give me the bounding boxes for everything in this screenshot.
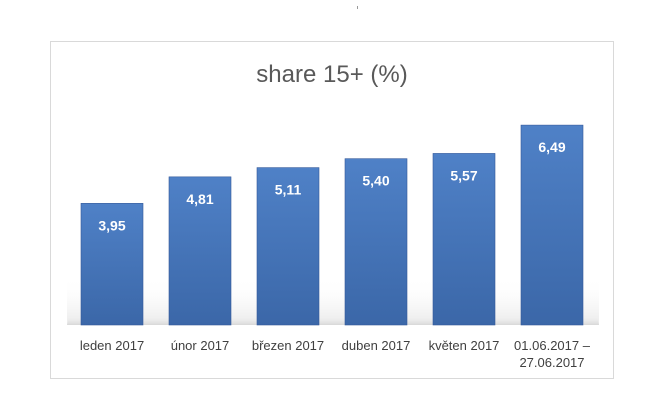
category-label-4: duben 2017 bbox=[342, 338, 411, 353]
data-label-3: 5,11 bbox=[275, 182, 302, 198]
category-label-5: květen 2017 bbox=[429, 338, 500, 353]
category-label-1: leden 2017 bbox=[80, 338, 144, 353]
stray-mark bbox=[357, 6, 358, 9]
bar-1 bbox=[80, 203, 144, 326]
data-label-6: 6,49 bbox=[538, 139, 565, 155]
chart-title: share 15+ (%) bbox=[256, 61, 408, 88]
category-label-6-line-2: 27.06.2017 bbox=[519, 355, 584, 370]
data-label-4: 5,40 bbox=[362, 173, 389, 189]
category-label-6-line-1: 01.06.2017 – bbox=[514, 338, 591, 353]
chart-frame: share 15+ (%) 3,95 leden 2017 4,81 únor 201… bbox=[50, 41, 614, 379]
bar-6 bbox=[520, 124, 584, 326]
bar-2 bbox=[168, 176, 232, 326]
chart-floor-band bbox=[67, 277, 599, 325]
bar-3 bbox=[256, 167, 320, 326]
bar-5 bbox=[432, 153, 496, 326]
bar-chart: 3,95 leden 2017 4,81 únor 2017 5,11 březen 20… bbox=[67, 124, 599, 370]
bar-4 bbox=[344, 158, 408, 326]
data-label-1: 3,95 bbox=[98, 217, 125, 233]
category-label-3: březen 2017 bbox=[252, 338, 324, 353]
data-label-2: 4,81 bbox=[186, 191, 213, 207]
data-label-5: 5,57 bbox=[450, 167, 477, 183]
category-label-2: únor 2017 bbox=[171, 338, 230, 353]
